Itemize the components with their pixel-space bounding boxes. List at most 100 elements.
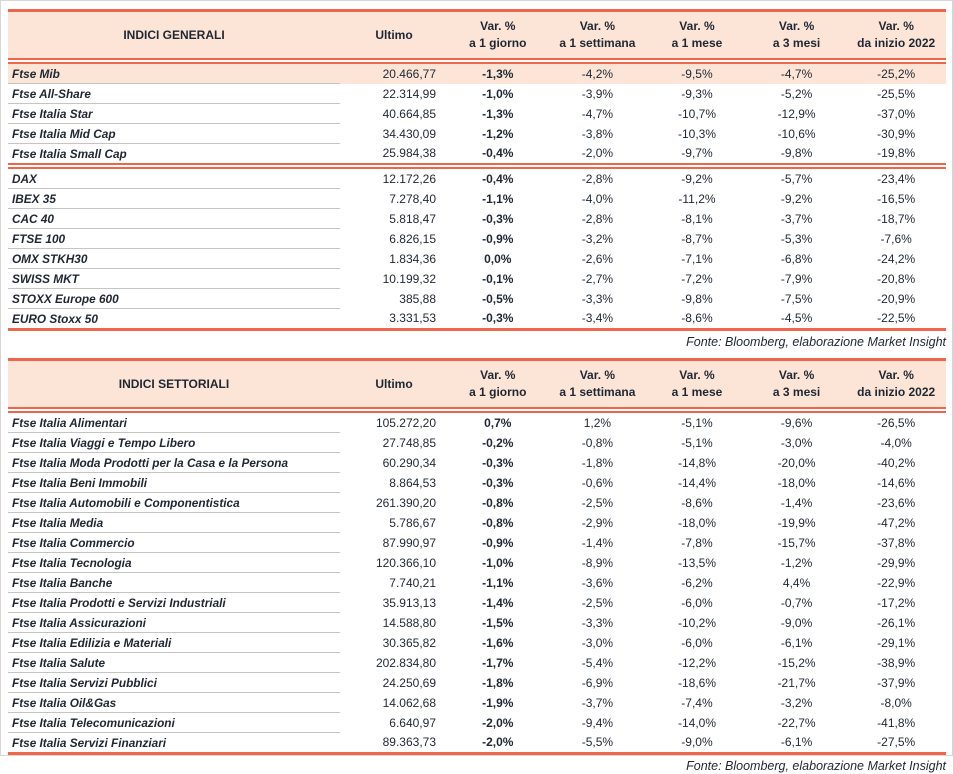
var-label-line1: Var. %	[480, 368, 516, 382]
ultimo-value: 20.466,77	[340, 64, 448, 84]
var-1settimana-value: -3,4%	[581, 311, 614, 326]
ultimo-value: 5.818,47	[389, 211, 436, 226]
double-rule-cell	[8, 58, 946, 64]
var-1settimana-value: -2,8%	[581, 211, 614, 226]
var-label-line2: a 1 giorno	[469, 36, 527, 50]
index-name: Ftse Italia Alimentari	[8, 413, 340, 433]
index-name: Ftse Italia Tecnologia	[8, 552, 340, 573]
var-label-line2: a 1 mese	[671, 36, 723, 50]
index-name: Ftse Italia Commercio	[8, 532, 340, 553]
ultimo-value: 6.826,15	[389, 231, 436, 246]
index-row: Ftse Italia Mid Cap 34.430,09 -1,2% -3,8% -1…	[8, 123, 946, 144]
var-1mese-value: -10,3%	[677, 126, 716, 141]
ultimo-value: 385,88	[399, 291, 436, 306]
var-1giorno-value: -0,3%	[482, 311, 514, 326]
ultimo-value: 120.366,10	[375, 555, 436, 570]
var-1mese-value: -9,8%	[681, 291, 713, 306]
var-3mesi-value: -3,2%	[780, 695, 813, 710]
report-page: INDICI GENERALI Ultimo Var. % a 1 giorno Var…	[8, 9, 946, 774]
var-1settimana-value: -4,0%	[581, 191, 614, 206]
index-row: Ftse Italia Alimentari 105.272,20 0,7% 1,2%…	[8, 413, 946, 433]
index-row: Ftse Italia Banche 7.740,21 -1,1% -3,6% -6,2…	[8, 572, 946, 593]
var-inizio2022-value: -4,0%	[880, 435, 912, 450]
ultimo-value: 14.588,80	[382, 615, 436, 630]
var-label-line1: Var. %	[878, 19, 914, 33]
index-row: Ftse Italia Star 40.664,85 -1,3% -4,7% -10,7…	[8, 103, 946, 124]
var-3mesi-value: -7,9%	[780, 271, 813, 286]
var-3mesi-value: -15,2%	[777, 655, 816, 670]
var-3mesi-value: -22,7%	[777, 715, 816, 730]
index-name: OMX STKH30	[8, 248, 340, 269]
index-row: EURO Stoxx 50 3.331,53 -0,3% -3,4% -8,6% -4,5…	[8, 309, 946, 330]
index-name: Ftse Italia Edilizia e Materiali	[8, 632, 340, 653]
index-row: Ftse Italia Telecomunicazioni 6.640,97 -2,…	[8, 712, 946, 733]
col-header-var-3mesi: Var. % a 3 mesi	[746, 359, 847, 407]
var-label-line1: Var. %	[579, 19, 616, 33]
index-row: Ftse Italia Servizi Pubblici 24.250,69 -1,…	[8, 672, 946, 693]
index-row: Ftse Italia Beni Immobili 8.864,53 -0,3% -0…	[8, 472, 946, 493]
var-inizio2022-value: -24,2%	[877, 251, 916, 266]
ultimo-value: 22.314,99	[382, 86, 436, 101]
var-1settimana-value: 1,2%	[583, 415, 612, 430]
index-row: FTSE 100 6.826,15 -0,9% -3,2% -8,7% -5,3% -7,6…	[8, 228, 946, 249]
ultimo-value: 35.913,13	[382, 595, 436, 610]
var-inizio2022-value: -37,9%	[877, 675, 916, 690]
var-1settimana-value: -3,7%	[581, 695, 614, 710]
var-1giorno-value: -0,3%	[482, 455, 514, 470]
index-row: OMX STKH30 1.834,36 0,0% -2,6% -7,1% -6,8% -24…	[8, 248, 946, 269]
var-1settimana-value: -4,2%	[547, 64, 648, 84]
var-label-line1: Var. %	[679, 19, 715, 33]
var-1settimana-value: -5,4%	[581, 655, 614, 670]
index-name: FTSE 100	[8, 228, 340, 249]
var-inizio2022-value: -41,8%	[877, 715, 916, 730]
ultimo-value: 6.640,97	[389, 715, 436, 730]
index-row: Ftse Italia Automobili e Componentistica…	[8, 492, 946, 513]
index-row: SWISS MKT 10.199,32 -0,1% -2,7% -7,2% -7,9% -2…	[8, 268, 946, 289]
var-1giorno-value: -1,9%	[482, 695, 514, 710]
var-label-line1: Var. %	[778, 19, 815, 33]
var-3mesi-value: -6,1%	[780, 635, 813, 650]
var-1mese-value: -6,0%	[681, 635, 713, 650]
index-name: SWISS MKT	[8, 268, 340, 289]
index-name: Ftse All-Share	[8, 83, 340, 104]
ultimo-value: 1.834,36	[389, 251, 436, 266]
var-inizio2022-value: -40,2%	[877, 455, 916, 470]
index-name: Ftse Italia Servizi Pubblici	[8, 672, 340, 693]
var-1mese-value: -7,4%	[681, 695, 713, 710]
var-inizio2022-value: -37,8%	[877, 535, 916, 550]
header-row: INDICI GENERALI Ultimo Var. % a 1 giorno Var…	[8, 10, 946, 58]
indici-generali-table: INDICI GENERALI Ultimo Var. % a 1 giorno Var…	[8, 9, 946, 331]
col-header-var-1settimana: Var. % a 1 settimana	[547, 10, 648, 58]
var-1giorno-value: -0,1%	[482, 271, 514, 286]
indici-settoriali-section: INDICI SETTORIALI Ultimo Var. % a 1 giorno V…	[8, 358, 946, 774]
col-header-var-inizio2022: Var. % da inizio 2022	[846, 359, 946, 407]
ultimo-value: 202.834,80	[375, 655, 436, 670]
col-header-var-1mese: Var. % a 1 mese	[647, 10, 747, 58]
index-name: Ftse Italia Salute	[8, 652, 340, 673]
var-1mese-value: -8,7%	[681, 231, 713, 246]
index-name: Ftse Italia Beni Immobili	[8, 472, 340, 493]
index-name: Ftse Italia Telecomunicazioni	[8, 712, 340, 733]
ultimo-value: 87.990,97	[382, 535, 436, 550]
index-name: CAC 40	[8, 208, 340, 229]
var-3mesi-value: -1,4%	[780, 495, 813, 510]
index-row: STOXX Europe 600 385,88 -0,5% -3,3% -9,8% -7,…	[8, 288, 946, 309]
ultimo-value: 12.172,26	[382, 171, 436, 186]
var-1giorno-value: -0,9%	[482, 231, 514, 246]
ultimo-value: 10.199,32	[382, 271, 436, 286]
index-name: IBEX 35	[8, 188, 340, 209]
ultimo-value: 60.290,34	[382, 455, 436, 470]
index-name: EURO Stoxx 50	[12, 311, 98, 326]
var-1giorno-value: -1,3%	[482, 106, 514, 121]
index-name: DAX	[8, 169, 340, 189]
var-1giorno-value: 0,0%	[484, 251, 512, 266]
col-header-var-3mesi: Var. % a 3 mesi	[746, 10, 847, 58]
col-header-var-1giorno: Var. % a 1 giorno	[448, 359, 548, 407]
index-row: Ftse Italia Moda Prodotti per la Casa e …	[8, 452, 946, 473]
var-label-line2: a 3 mesi	[772, 36, 821, 50]
var-1settimana-value: -0,8%	[581, 435, 614, 450]
var-1mese-value: -7,2%	[681, 271, 713, 286]
var-inizio2022-value: -47,2%	[877, 515, 916, 530]
index-name: Ftse Italia Prodotti e Servizi Industria…	[8, 592, 340, 613]
var-1giorno-value: -0,3%	[482, 475, 514, 490]
